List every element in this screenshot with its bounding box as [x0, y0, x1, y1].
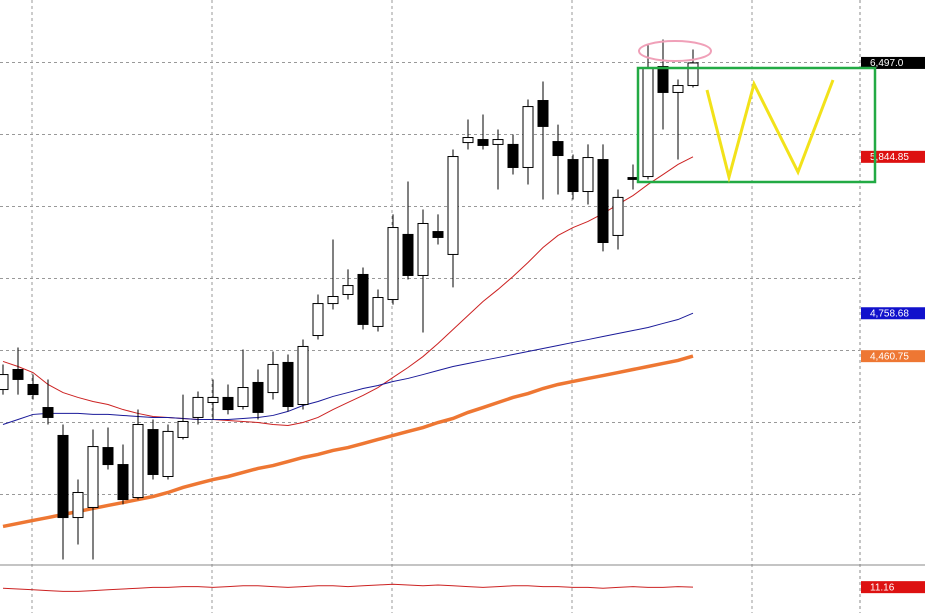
annotations	[636, 40, 877, 184]
candle-body	[687, 62, 699, 87]
price-label: 5,844.85	[870, 152, 909, 163]
candle-body	[237, 387, 249, 408]
candle-body	[582, 157, 594, 193]
candle-body	[192, 396, 204, 418]
price-label-box	[861, 150, 925, 163]
candle-body	[72, 491, 84, 519]
oscillator: 11.16	[2, 581, 925, 594]
candle-body	[552, 141, 564, 157]
candle-body	[267, 363, 279, 394]
candle-body	[222, 396, 234, 411]
candle-body	[477, 139, 489, 146]
candle-body	[162, 430, 174, 478]
candle-body	[567, 159, 579, 193]
candle-body	[132, 424, 144, 499]
candle-body	[342, 285, 354, 295]
price-label-box	[861, 56, 925, 69]
candle-body	[387, 227, 399, 301]
price-label: 6,497.0	[870, 58, 904, 69]
oscillator-line	[2, 583, 694, 592]
candle-body	[102, 447, 114, 466]
candle-body	[642, 67, 654, 178]
candle-body	[357, 273, 369, 325]
candle-body	[282, 361, 294, 408]
candle-body	[522, 106, 534, 168]
price-label-box	[861, 350, 925, 363]
candle-body	[462, 137, 474, 144]
candle-body	[612, 196, 624, 236]
candle-body	[87, 446, 99, 508]
candle-body	[657, 66, 669, 93]
candle-body	[327, 296, 339, 305]
candle-body	[597, 159, 609, 243]
moving-average-line	[2, 354, 694, 529]
candle-body	[42, 407, 54, 418]
moving-average-line	[2, 156, 694, 427]
moving-average-line	[2, 312, 694, 425]
candles	[0, 39, 699, 560]
moving-averages	[2, 156, 694, 529]
price-label: 4,758.68	[870, 308, 909, 319]
price-label: 4,460.75	[870, 351, 909, 362]
candle-body	[12, 369, 24, 380]
candle-body	[27, 383, 39, 396]
candle-body	[252, 381, 264, 413]
candle-body	[147, 429, 159, 475]
candle-body	[402, 233, 414, 276]
candle-body	[57, 434, 69, 519]
candle-body	[0, 374, 9, 391]
candle-body	[627, 177, 639, 180]
oscillator-label: 11.16	[870, 582, 895, 593]
candle-body	[672, 85, 684, 93]
box-annotation	[636, 66, 877, 184]
candle-body	[447, 156, 459, 255]
candle-body	[297, 345, 309, 405]
horizontal-grid	[0, 62, 860, 495]
candle-body	[537, 100, 549, 127]
candle-body	[177, 420, 189, 438]
oscillator-label-box	[861, 581, 925, 594]
candle-body	[207, 396, 219, 403]
candle-body	[312, 303, 324, 337]
top-ellipse	[638, 40, 712, 62]
price-label-box	[861, 307, 925, 320]
price-labels: 6,497.0 5,844.85 4,758.68 4,460.75	[861, 56, 925, 363]
candle-body	[507, 143, 519, 168]
candle-body	[417, 222, 429, 276]
candle-body	[372, 297, 384, 327]
candle-body	[117, 464, 129, 501]
w-pattern	[705, 79, 835, 183]
candle-body	[432, 231, 444, 238]
candle-body	[492, 139, 504, 145]
